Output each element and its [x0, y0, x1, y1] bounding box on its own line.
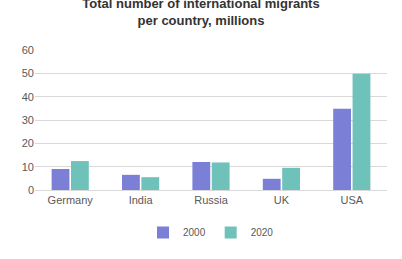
svg-text:2000: 2000: [183, 227, 206, 238]
svg-text:0: 0: [28, 184, 34, 196]
svg-text:50: 50: [22, 67, 34, 79]
svg-text:2020: 2020: [251, 227, 274, 238]
svg-text:Russia: Russia: [194, 194, 229, 206]
svg-text:20: 20: [22, 137, 34, 149]
svg-text:10: 10: [22, 161, 34, 173]
svg-text:60: 60: [22, 44, 34, 56]
svg-text:Germany: Germany: [48, 194, 94, 206]
svg-text:40: 40: [22, 91, 34, 103]
svg-text:USA: USA: [340, 194, 363, 206]
svg-text:India: India: [129, 194, 154, 206]
svg-text:Total number of international: Total number of international migrantspe…: [82, 0, 319, 28]
svg-text:30: 30: [22, 114, 34, 126]
svg-text:UK: UK: [274, 194, 290, 206]
